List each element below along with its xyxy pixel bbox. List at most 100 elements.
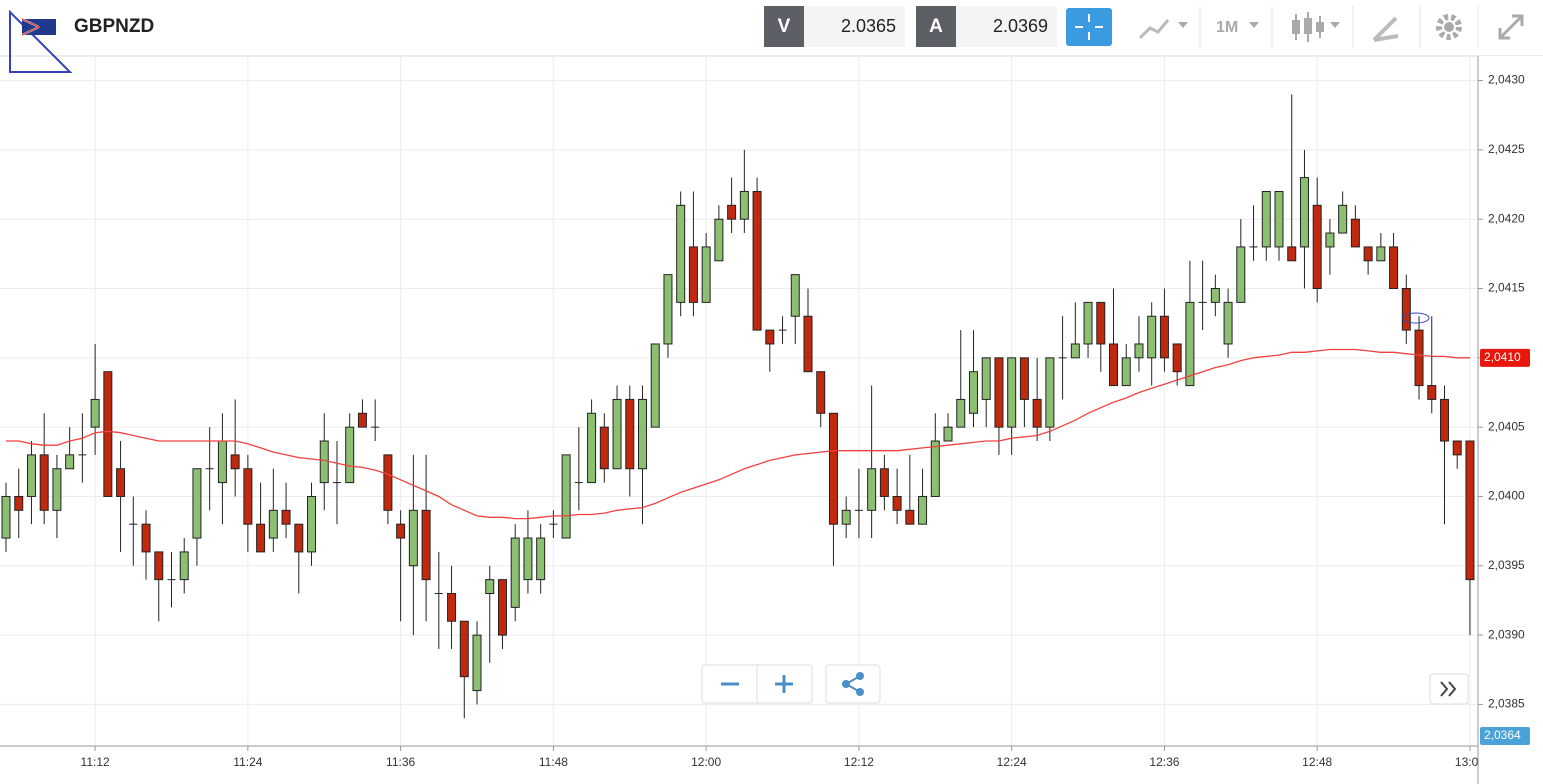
x-tick-label: 12:48 xyxy=(1302,755,1332,769)
candle-body xyxy=(892,495,902,511)
candle-body xyxy=(1274,190,1284,248)
candle-body xyxy=(1,495,11,539)
candle-body xyxy=(523,537,533,581)
candle-body xyxy=(179,551,189,581)
candle-body xyxy=(879,468,889,497)
candle-body xyxy=(1401,288,1411,331)
candle-body xyxy=(1325,232,1335,248)
candle-body xyxy=(39,454,49,511)
candle-body xyxy=(1414,329,1424,387)
candle-body xyxy=(103,371,113,497)
candle-body xyxy=(1376,246,1386,262)
candle-body xyxy=(739,190,749,220)
candle-body xyxy=(650,343,660,428)
candle-body xyxy=(561,454,571,539)
candle-body xyxy=(599,426,609,470)
candle-body xyxy=(918,495,928,525)
candle-body xyxy=(968,371,978,414)
candle-body xyxy=(816,371,826,414)
candle-body xyxy=(625,398,635,470)
candle-body xyxy=(956,398,966,428)
share-icon-dot xyxy=(856,672,864,680)
y-tick-label: 2,0425 xyxy=(1488,142,1525,156)
x-tick-label: 11:36 xyxy=(386,755,415,769)
scroll-latest-button[interactable] xyxy=(1429,673,1469,705)
candle-body xyxy=(26,454,36,497)
dropdown-arrow xyxy=(1178,22,1188,28)
share-icon-dot xyxy=(856,688,864,696)
candle-body xyxy=(676,204,686,303)
x-tick-label: 11:48 xyxy=(539,755,568,769)
candle-body xyxy=(408,509,418,567)
chart-type-icon[interactable] xyxy=(1138,19,1170,40)
x-tick-label: 12:00 xyxy=(691,755,721,769)
candle-body xyxy=(230,454,240,470)
dropdown-arrow xyxy=(1330,22,1340,28)
ask-box[interactable] xyxy=(956,6,1057,47)
timeframe[interactable]: 1M xyxy=(1216,19,1238,36)
share-icon-dot xyxy=(842,680,850,688)
candle-body xyxy=(1287,246,1297,262)
candle-body xyxy=(1236,246,1246,303)
y-tick-label: 2,0420 xyxy=(1488,211,1525,225)
candle-body xyxy=(1223,301,1233,345)
draw-icon[interactable] xyxy=(1372,16,1399,42)
candle-body xyxy=(1019,357,1029,400)
candle-body xyxy=(1185,301,1195,387)
y-tick-label: 2,0415 xyxy=(1488,281,1525,295)
y-tick-label: 2,0405 xyxy=(1488,419,1525,433)
candle-body xyxy=(841,509,851,525)
x-tick-label: 12:12 xyxy=(844,755,874,769)
candle-body xyxy=(485,579,495,595)
candle-body xyxy=(1172,343,1182,373)
price-axis-panel xyxy=(1478,56,1543,784)
candle-body xyxy=(217,440,227,484)
candles-icon-body xyxy=(1292,20,1300,34)
y-tick-label: 2,0395 xyxy=(1488,558,1525,572)
x-tick-label: 12:24 xyxy=(997,755,1027,769)
candle-body xyxy=(1452,440,1462,456)
candle-body xyxy=(345,426,355,484)
candle-body xyxy=(14,495,24,511)
bid-badge[interactable] xyxy=(764,6,804,47)
candle-body xyxy=(1121,357,1131,387)
moving-average xyxy=(6,348,1470,520)
candle-body xyxy=(1261,190,1271,248)
crosshair-button[interactable] xyxy=(1066,8,1112,46)
candle-body xyxy=(116,468,126,497)
share-button[interactable] xyxy=(825,664,881,704)
candle-body xyxy=(421,509,431,581)
bid-box[interactable] xyxy=(804,6,905,47)
y-tick-label: 2,0400 xyxy=(1488,489,1525,503)
candle-body xyxy=(1350,218,1360,248)
candle-body xyxy=(867,468,877,511)
ask-badge[interactable] xyxy=(916,6,956,47)
candle-body xyxy=(638,398,647,470)
candle-body xyxy=(497,579,507,636)
zoom-in-button[interactable] xyxy=(775,675,793,693)
plot-area: 11:12 11:24 11:36 11:48 12:00 12:12 12:24 12:36… xyxy=(0,57,1485,769)
candle-body xyxy=(256,523,266,553)
candle-body xyxy=(357,412,367,428)
candle-body xyxy=(943,426,953,442)
settings-icon[interactable] xyxy=(1436,14,1462,40)
cursor-marker xyxy=(1402,312,1430,324)
candle-body xyxy=(383,454,393,511)
y-tick-label: 2,0385 xyxy=(1488,697,1525,711)
dropdown-arrow xyxy=(1249,22,1259,28)
x-tick-label: 11:12 xyxy=(81,755,110,769)
candle-body xyxy=(243,468,253,525)
candles-icon-body xyxy=(1316,22,1324,32)
candle-body xyxy=(90,398,100,428)
fullscreen-icon[interactable] xyxy=(1498,14,1524,40)
candle-body xyxy=(1389,246,1399,290)
candle-body xyxy=(472,634,482,692)
candle-body xyxy=(663,274,673,345)
candle-body xyxy=(981,357,991,400)
ask-price: 2.0369 xyxy=(993,16,1048,36)
candle-body xyxy=(1338,204,1348,234)
candle-body xyxy=(1045,357,1055,428)
candle-body xyxy=(1134,343,1144,359)
candle-body xyxy=(141,523,151,553)
